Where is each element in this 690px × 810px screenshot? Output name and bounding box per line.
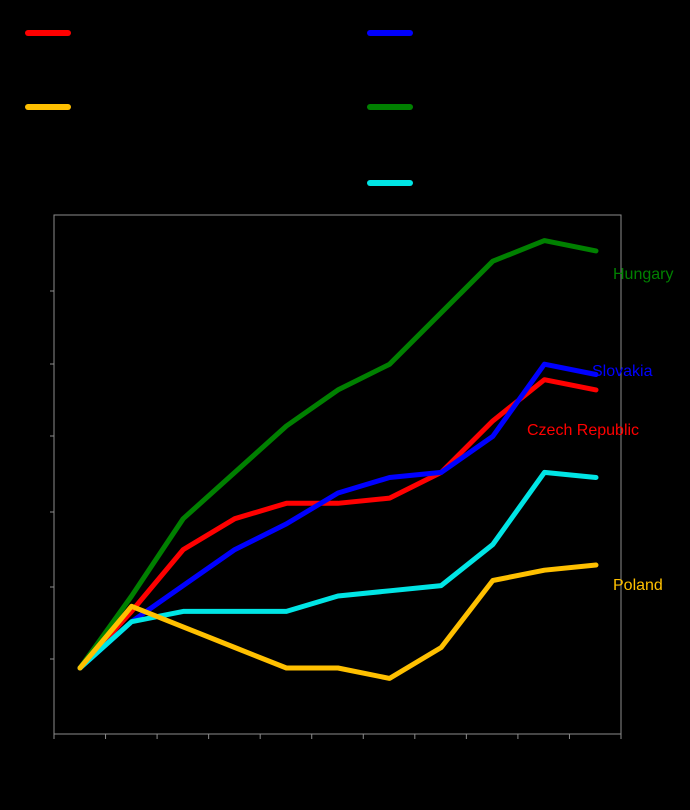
series-label-hungary: Hungary (613, 266, 673, 283)
series-label-czech: Czech Republic (527, 422, 639, 439)
series-line-hungary (77, 238, 599, 671)
series-line-poland (77, 562, 599, 681)
series-label-poland: Poland (613, 577, 663, 594)
plot-area-frame (53, 214, 622, 735)
series-line-czech (77, 377, 599, 671)
series-line-cyan (77, 469, 599, 671)
series-label-slovakia: Slovakia (592, 363, 653, 380)
series-line-slovakia (77, 361, 599, 671)
